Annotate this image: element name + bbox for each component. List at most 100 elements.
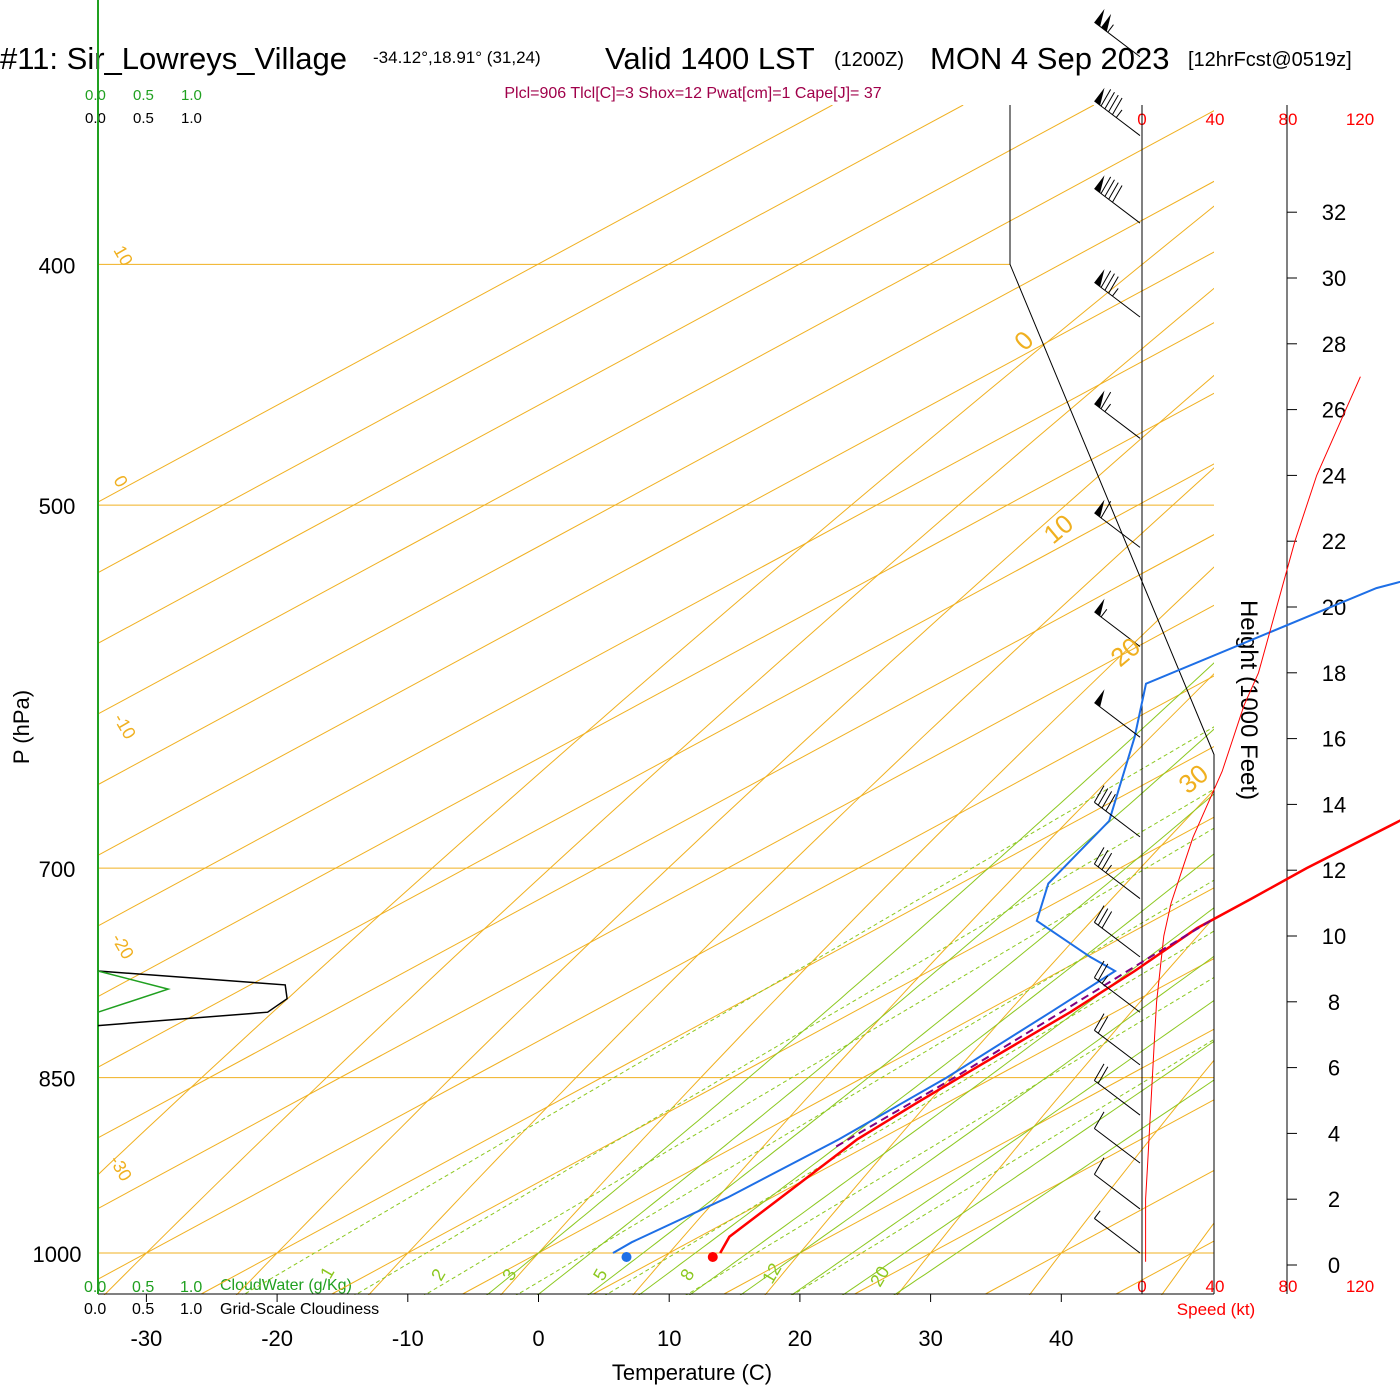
- barb-staff: [1094, 702, 1141, 738]
- barb-full: [1108, 276, 1119, 294]
- mixing-ratio-line: [423, 827, 1214, 1295]
- barb-half: [1105, 864, 1112, 873]
- speed-axis: 0 40 80 120 0 40 80 120 Speed (kt): [1137, 110, 1374, 1319]
- dry-adiabat-label: 10: [110, 242, 137, 269]
- moist-adiabat: [688, 907, 1214, 1295]
- height-tick-label: 24: [1322, 463, 1346, 488]
- pressure-tick-label: 700: [39, 857, 76, 882]
- cloudwater-label: CloudWater (g/Kg): [220, 1277, 352, 1294]
- barb-staff: [1094, 512, 1141, 548]
- barb-full: [1097, 788, 1109, 806]
- cloud-scale-bottom-black-1: 0.5: [132, 1301, 154, 1318]
- mixing-ratio-label: 2: [427, 1265, 449, 1284]
- pressure-tick-label: 400: [39, 253, 76, 278]
- wind-barb: [1094, 1210, 1141, 1254]
- barb-full: [1101, 911, 1113, 929]
- x-tick-label: -10: [392, 1326, 424, 1351]
- dry-adiabat: [98, 205, 1214, 1176]
- moist-adiabat: [536, 728, 1214, 1295]
- barb-flag: [1094, 499, 1105, 518]
- barb-full: [1093, 847, 1105, 865]
- barb-staff: [1094, 282, 1141, 318]
- dry-adiabat-label: -30: [106, 1152, 136, 1185]
- barb-flag: [1094, 689, 1105, 707]
- cloud-scale-top-green-0: 0.0: [85, 87, 106, 104]
- barb-full: [1097, 1016, 1109, 1034]
- pressure-tick-label: 500: [39, 494, 76, 519]
- barb-full: [1093, 1013, 1105, 1031]
- isotherm-line: [723, 1028, 1214, 1295]
- x-axis-title: Temperature (C): [612, 1360, 772, 1385]
- moist-adiabat: [739, 955, 1214, 1295]
- dry-adiabat: [235, 374, 1214, 1295]
- height-tick-label: 12: [1322, 858, 1346, 883]
- stability-indices: Plcl=906 Tlcl[C]=3 Shox=12 Pwat[cm]=1 Ca…: [504, 85, 881, 102]
- speed-tick-bottom-2: 80: [1279, 1277, 1298, 1296]
- wind-barb: [1094, 689, 1141, 738]
- speed-axis-label: Speed (kt): [1177, 1300, 1255, 1319]
- temperature-line: [719, 819, 1400, 1254]
- barb-staff: [1094, 1173, 1141, 1210]
- height-tick-label: 8: [1328, 990, 1340, 1015]
- cloud-scale-top-green-1: 0.5: [133, 87, 154, 104]
- mixing-ratio-line: [791, 1038, 1214, 1295]
- moist-adiabat-label: 0: [1008, 325, 1039, 356]
- dry-adiabat: [1160, 1222, 1214, 1295]
- wind-barb: [1093, 960, 1141, 1013]
- dry-adiabat: [367, 467, 1214, 1295]
- isotherm-line: [98, 251, 1214, 856]
- barb-full: [1112, 185, 1123, 203]
- speed-tick-top-2: 80: [1279, 110, 1298, 129]
- isotherm-line: [98, 534, 1214, 1139]
- surface-temperature-dot: [707, 1252, 718, 1262]
- barb-full: [1097, 849, 1109, 868]
- wind-barb: [1094, 598, 1141, 647]
- isotherm-line: [98, 604, 1214, 1210]
- wind-barb: [1094, 390, 1141, 439]
- cloud-scale-bottom-green-1: 0.5: [132, 1279, 154, 1296]
- wind-barb: [1094, 87, 1141, 136]
- wind-barb: [1094, 499, 1141, 548]
- zulu-time: (1200Z): [834, 49, 904, 71]
- mixing-ratio-label: 8: [676, 1265, 698, 1284]
- cloud-scale-bottom: 0.0 0.5 1.0 CloudWater (g/Kg) 0.0 0.5 1.…: [84, 1277, 379, 1318]
- height-tick-label: 14: [1322, 792, 1346, 817]
- height-tick-label: 6: [1328, 1056, 1340, 1081]
- height-tick-label: 32: [1322, 200, 1346, 225]
- isotherm-line: [331, 816, 1214, 1295]
- height-tick-label: 4: [1328, 1121, 1340, 1146]
- moist-adiabat: [790, 999, 1214, 1295]
- barb-half: [1094, 1210, 1101, 1219]
- frame-right: [1009, 105, 1215, 1294]
- barb-full: [1093, 1157, 1105, 1175]
- barb-full: [1104, 179, 1115, 197]
- cloud-scale-top-black-0: 0.0: [85, 110, 106, 127]
- wind-speed-profile: [1145, 376, 1361, 1262]
- station-title: #11: Sir_Lowreys_Village: [0, 41, 347, 76]
- barb-flag: [1101, 13, 1112, 32]
- mixing-ratio-label: 3: [498, 1265, 520, 1284]
- cloudiness-line: [97, 970, 288, 1027]
- wind-barb: [1093, 1157, 1141, 1210]
- x-tick-label: 30: [918, 1326, 942, 1351]
- height-tick-label: 28: [1322, 332, 1346, 357]
- dry-adiabat: [896, 916, 1214, 1295]
- barb-staff: [1094, 1218, 1141, 1254]
- speed-tick-bottom-1: 40: [1206, 1277, 1225, 1296]
- wind-barb: [1093, 847, 1141, 899]
- isotherm-line: [98, 105, 1095, 644]
- isotherm-line: [98, 675, 1214, 1280]
- moist-adiabat-label: 30: [1173, 758, 1214, 800]
- barb-full: [1104, 273, 1115, 291]
- valid-date: MON 4 Sep 2023: [930, 41, 1170, 76]
- axis-ticks: -30-20-100102030402503004005007008501000…: [33, 105, 1346, 1351]
- height-tick-label: 0: [1328, 1253, 1340, 1278]
- x-tick-label: -30: [131, 1326, 163, 1351]
- mixing-ratio-line: [515, 879, 1214, 1295]
- barb-half: [1115, 109, 1123, 118]
- barb-staff: [1094, 403, 1141, 439]
- speed-tick-bottom-3: 120: [1346, 1277, 1374, 1296]
- pressure-tick-label: 1000: [33, 1242, 82, 1267]
- height-tick-label: 10: [1322, 924, 1346, 949]
- dry-adiabat-label: 0: [110, 472, 132, 491]
